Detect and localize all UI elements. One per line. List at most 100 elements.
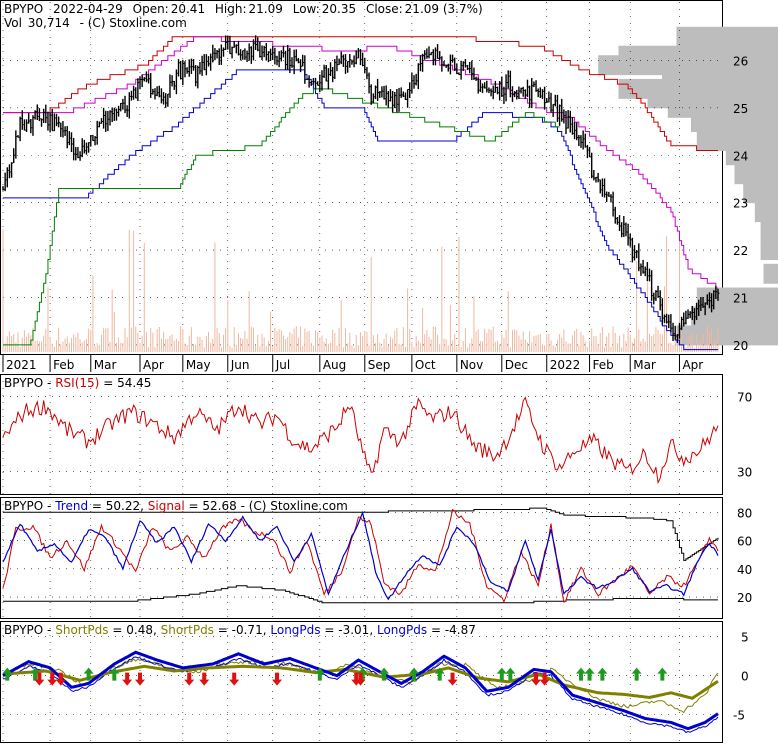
volume-bar (141, 335, 143, 352)
rsi-dash: - (47, 376, 51, 390)
volume-bar (458, 236, 460, 352)
volume-bar (285, 339, 287, 352)
short1-eq: = (112, 623, 122, 637)
buy-arrow-icon (379, 667, 390, 681)
volume-bar (659, 333, 661, 352)
volume-bar (96, 343, 98, 352)
trend-y-tick-label: 20 (737, 591, 752, 605)
volume-bar (567, 343, 569, 352)
volume-bar (92, 275, 94, 352)
buy-arrow-icon (83, 667, 94, 681)
volume-bar (171, 334, 173, 352)
sell-arrow-icon (199, 672, 210, 686)
volume-profile-bar (676, 325, 778, 346)
volume-bar (295, 326, 297, 352)
volume-bar (2, 229, 4, 352)
volume-bar (552, 345, 554, 352)
volume-bar (501, 333, 503, 352)
volume-bar (713, 340, 715, 352)
x-tick-label: May (186, 358, 211, 372)
volume-bar (218, 333, 220, 352)
volume-bar (34, 340, 36, 352)
buy-arrow-icon (314, 667, 325, 681)
volume-bar (434, 326, 436, 352)
volume-bar (424, 334, 426, 352)
volume-bar (145, 332, 147, 352)
volume-bar (139, 343, 141, 352)
volume-bar (143, 242, 145, 352)
volume-bar (678, 237, 680, 352)
volume-bar (509, 347, 511, 352)
volume-bar (353, 347, 355, 352)
volume-bar (464, 328, 466, 352)
volume-bar (317, 332, 319, 352)
trend-value: 50.22 (106, 499, 140, 513)
volume-bar (522, 331, 524, 352)
buy-arrow-icon (584, 667, 595, 681)
volume-bar (158, 327, 160, 352)
volume-bar (15, 342, 17, 352)
volume-bar (595, 336, 597, 352)
volume-bar (315, 330, 317, 352)
volume-bar (430, 339, 432, 352)
volume-profile-bar (734, 164, 778, 185)
long2-value: -4.87 (445, 623, 476, 637)
volume-bar (26, 336, 28, 352)
volume-bar (447, 345, 449, 352)
rsi-symbol: BPYPO (4, 376, 43, 390)
volume-bar (398, 343, 400, 352)
volume-bar (197, 336, 199, 352)
volume-bar (103, 327, 105, 352)
volume-bar (49, 336, 51, 352)
volume-profile-bar (763, 263, 778, 284)
signal-line (2, 508, 719, 604)
volume-bar (484, 328, 486, 352)
y-tick-label: 20 (733, 339, 748, 353)
volume-bar (135, 326, 137, 352)
volume-bar (270, 311, 272, 352)
volume-bar (336, 345, 338, 352)
volume-bar (642, 338, 644, 352)
buy-arrow-icon (657, 667, 668, 681)
volume-bar (4, 343, 6, 352)
volume-bar (454, 333, 456, 352)
volume-bar (550, 340, 552, 352)
sell-arrow-icon (229, 672, 240, 686)
volume-bar (497, 340, 499, 352)
volume-bar (355, 334, 357, 352)
volume-bar (308, 330, 310, 352)
sell-arrow-icon (272, 672, 283, 686)
volume-bar (531, 342, 533, 352)
volume-bar (297, 337, 299, 352)
volume-bar (591, 328, 593, 352)
volume-bar (109, 341, 111, 352)
volume-bar (188, 335, 190, 352)
volume-bar (479, 341, 481, 352)
volume-bar (64, 338, 66, 352)
trend-line (2, 510, 719, 601)
sell-arrow-icon (539, 672, 550, 686)
volume-bar (394, 330, 396, 352)
volume-bar (631, 342, 633, 352)
volume-bar (105, 328, 107, 352)
buy-arrow-icon (434, 667, 445, 681)
volume-bar (278, 329, 280, 352)
volume-bar (621, 347, 623, 352)
volume-bar (655, 327, 657, 352)
volume-bar (51, 343, 53, 352)
y-tick-label: 24 (733, 149, 748, 163)
volume-bar (514, 329, 516, 352)
long1-eq: = (324, 623, 334, 637)
volume-bar (233, 327, 235, 352)
volume-bar (569, 343, 571, 352)
volume-bar (439, 344, 441, 352)
volume-bar (400, 344, 402, 352)
volume-bar (321, 335, 323, 352)
volume-bar (589, 341, 591, 352)
volume-bar (640, 341, 642, 352)
volume-bar (113, 311, 115, 352)
volume-bar (469, 343, 471, 352)
sell-arrow-icon (122, 672, 133, 686)
volume-bar (255, 345, 257, 352)
long-pds-line (2, 650, 719, 731)
